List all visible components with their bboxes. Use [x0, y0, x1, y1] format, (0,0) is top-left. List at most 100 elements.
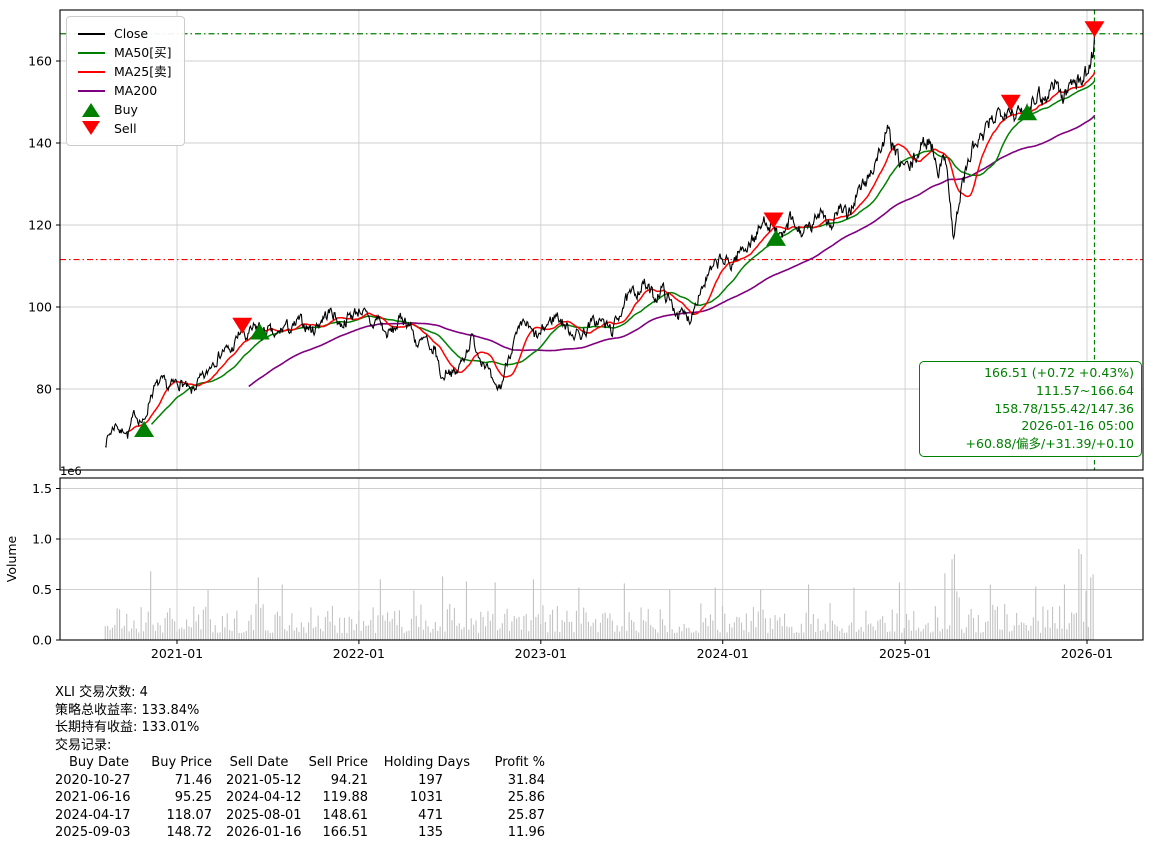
- close-line: [104, 34, 1096, 448]
- price-volume-chart: 80 100 120 140 160 0.0 0.5 1.0 1.5 2021-01 2022-01…: [4, 9, 1144, 661]
- strategy-return-line: 策略总收益率: 133.84%: [55, 702, 200, 718]
- annotation-line: 2026-01-16 05:00: [1021, 418, 1134, 434]
- legend-marker-swatch: [76, 102, 106, 117]
- trade-cell: 2021-05-12: [226, 772, 302, 788]
- svg-text:80: 80: [36, 381, 52, 396]
- svg-text:120: 120: [28, 217, 52, 232]
- buy-marker: [1017, 104, 1038, 121]
- trade-cell: 2024-04-17: [55, 807, 131, 823]
- line-swatch-icon: [77, 89, 105, 92]
- legend-label: Buy: [114, 102, 138, 117]
- trade-cell: 119.88: [322, 790, 369, 806]
- trade-cell: 25.87: [507, 807, 545, 823]
- trade-cell: 2024-04-12: [226, 790, 302, 806]
- trade-cell: 197: [418, 772, 443, 788]
- chart-legend: Close MA50[买] MA25[卖] MA200 Buy Sell: [66, 16, 185, 146]
- trade-cell: 2025-08-01: [226, 807, 302, 823]
- legend-item-buy[interactable]: Buy: [76, 100, 172, 119]
- trade-cell: 135: [418, 825, 443, 840]
- trades-header-4: Sell Price: [308, 755, 368, 771]
- legend-item-ma200[interactable]: MA200: [76, 81, 172, 100]
- legend-item-ma25[interactable]: MA25[卖]: [76, 62, 172, 81]
- svg-text:2021-01: 2021-01: [151, 646, 203, 661]
- trade-cell: 148.61: [322, 807, 369, 823]
- svg-text:1.0: 1.0: [32, 531, 52, 546]
- annotation-line: 166.51 (+0.72 +0.43%): [984, 365, 1134, 380]
- trade-cell: 1031: [409, 790, 443, 806]
- volume-offset-label: 1e6: [60, 464, 82, 478]
- volume-axes-box: [59, 477, 1144, 641]
- trade-cell: 118.07: [166, 807, 213, 823]
- trade-cell: 25.86: [507, 790, 545, 806]
- svg-text:100: 100: [28, 299, 52, 314]
- svg-text:2022-01: 2022-01: [333, 646, 385, 661]
- volume-bars: [104, 549, 1094, 640]
- ma200-line: [248, 114, 1096, 388]
- annotation-line: +60.88/偏多/+31.39/+0.10: [965, 436, 1134, 452]
- trades-header-5: Holding Days: [383, 755, 470, 771]
- sell-marker: [1084, 21, 1105, 38]
- annotation-line: 111.57~166.64: [1036, 382, 1134, 398]
- legend-marker-swatch: [76, 120, 106, 135]
- legend-item-close[interactable]: Close: [76, 24, 172, 43]
- svg-text:2026-01: 2026-01: [1061, 646, 1113, 661]
- legend-label: MA200: [114, 83, 158, 98]
- trade-cell: 2026-01-16: [226, 825, 302, 840]
- annotation-line: 158.78/155.42/147.36: [994, 400, 1134, 416]
- svg-text:1.5: 1.5: [32, 481, 52, 496]
- trade-cell: 11.96: [507, 825, 545, 840]
- axis-ticks: 80 100 120 140 160 0.0 0.5 1.0 1.5 2021-01 2022-01…: [28, 53, 1113, 661]
- hold-return-line: 长期持有收益: 133.01%: [55, 720, 200, 736]
- legend-label: MA50[买]: [114, 45, 172, 60]
- trade-cell: 2025-09-03: [55, 825, 131, 840]
- trade-cell: 94.21: [330, 772, 368, 788]
- indicator-annotation-box: 166.51 (+0.72 +0.43%) 111.57~166.64 158.78…: [919, 361, 1142, 457]
- trade-cell: 95.25: [174, 790, 212, 806]
- trade-cell: 2020-10-27: [55, 772, 131, 788]
- legend-label: MA25[卖]: [114, 64, 172, 79]
- volume-ylabel: Volume: [4, 535, 19, 582]
- buy-marker: [134, 421, 155, 438]
- buy-marker: [766, 229, 787, 246]
- trade-cell: 148.72: [166, 825, 213, 840]
- price-axes-box: [59, 9, 1144, 471]
- trades-header-2: Buy Price: [151, 755, 212, 771]
- trades-table: Buy Date Buy Price Sell Date Sell Price Hold…: [55, 754, 545, 841]
- trades-header-3: Sell Date: [229, 755, 289, 771]
- trades-header-1: Buy Date: [68, 755, 130, 771]
- trade-count-line: XLI 交易次数: 4: [55, 685, 148, 700]
- buy-triangle-icon: [82, 102, 100, 117]
- line-swatch-icon: [77, 70, 105, 73]
- sell-marker: [1000, 94, 1021, 111]
- trade-record-label: 交易记录:: [55, 737, 112, 753]
- legend-line-swatch: [76, 51, 106, 54]
- trade-cell: 166.51: [322, 825, 369, 840]
- trade-cell: 471: [418, 807, 443, 823]
- legend-label: Sell: [114, 121, 137, 136]
- trade-cell: 71.46: [174, 772, 212, 788]
- svg-text:140: 140: [28, 135, 52, 150]
- svg-text:2025-01: 2025-01: [879, 646, 931, 661]
- buy-marker: [249, 323, 270, 340]
- legend-item-sell[interactable]: Sell: [76, 119, 172, 138]
- legend-line-swatch: [76, 89, 106, 92]
- svg-text:0.0: 0.0: [32, 632, 52, 647]
- line-swatch-icon: [77, 32, 105, 35]
- legend-label: Close: [114, 26, 149, 41]
- sell-marker: [232, 317, 253, 334]
- svg-text:0.5: 0.5: [32, 582, 52, 597]
- legend-line-swatch: [76, 70, 106, 73]
- sell-marker: [763, 212, 784, 229]
- gridlines: [60, 10, 1143, 640]
- svg-text:2024-01: 2024-01: [697, 646, 749, 661]
- legend-item-ma50[interactable]: MA50[买]: [76, 43, 172, 62]
- legend-line-swatch: [76, 32, 106, 35]
- svg-text:2023-01: 2023-01: [515, 646, 567, 661]
- trade-cell: 31.84: [507, 772, 545, 788]
- line-swatch-icon: [77, 51, 105, 54]
- sell-triangle-icon: [82, 120, 100, 135]
- trade-cell: 2021-06-16: [55, 790, 131, 806]
- backtest-stats: XLI 交易次数: 4 策略总收益率: 133.84% 长期持有收益: 133.…: [55, 684, 545, 841]
- svg-text:160: 160: [28, 53, 52, 68]
